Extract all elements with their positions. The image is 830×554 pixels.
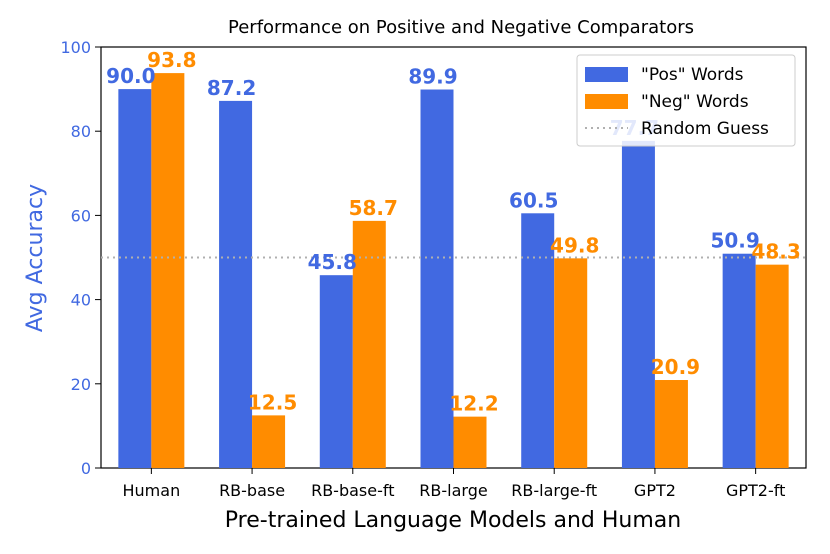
x-tick-label: RB-base-ft xyxy=(311,481,394,500)
x-tick-label: RB-base xyxy=(219,481,285,500)
y-tick-label: 60 xyxy=(71,206,91,225)
data-label: 93.8 xyxy=(147,48,196,72)
x-tick-label: RB-large-ft xyxy=(511,481,597,500)
bar-neg xyxy=(554,258,588,468)
legend-item-pos-swatch xyxy=(585,67,628,82)
y-tick-label: 80 xyxy=(71,122,91,141)
bar-neg xyxy=(252,415,286,468)
bar-pos xyxy=(219,100,253,468)
x-tick-label: GPT2 xyxy=(634,481,676,500)
legend-item-random-guess-label: Random Guess xyxy=(641,119,769,139)
bar-neg xyxy=(151,73,185,469)
legend-box xyxy=(576,54,796,147)
bar-pos xyxy=(118,89,152,468)
legend-item-neg-label: "Neg" Words xyxy=(641,92,749,112)
bar-neg xyxy=(654,380,688,468)
plot-area: 0 20 40 60 80 100 Human RB-base RB-base-ft RB-lar… xyxy=(60,38,807,500)
chart-title: Performance on Positive and Negative Com… xyxy=(228,17,694,38)
x-axis-label: Pre-trained Language Models and Human xyxy=(225,508,681,533)
data-label: 50.9 xyxy=(710,229,759,253)
bar-neg xyxy=(453,416,487,468)
y-tick-label: 0 xyxy=(81,459,91,478)
legend-item-neg-swatch xyxy=(585,94,628,109)
x-tick-label: RB-large xyxy=(419,481,487,500)
data-label: 90.0 xyxy=(106,64,155,88)
bar-pos xyxy=(319,275,353,468)
data-label: 87.2 xyxy=(207,76,256,100)
y-axis-label: Avg Accuracy xyxy=(23,184,48,332)
legend: "Pos" Words "Neg" Words Random Guess xyxy=(576,54,796,147)
y-tick-label: 40 xyxy=(71,291,91,310)
bar-pos xyxy=(621,140,655,468)
x-tick-label: GPT2-ft xyxy=(726,481,785,500)
y-tick-label: 100 xyxy=(60,38,91,57)
bar-pos xyxy=(420,89,454,469)
data-label: 12.5 xyxy=(248,390,297,414)
bar-pos xyxy=(722,253,756,468)
legend-item-pos-label: "Pos" Words xyxy=(641,65,744,85)
bar-neg xyxy=(352,220,386,468)
data-label: 49.8 xyxy=(550,233,599,257)
data-label: 48.3 xyxy=(751,240,800,264)
data-label: 12.2 xyxy=(449,392,498,416)
data-label: 60.5 xyxy=(509,188,558,212)
bar-neg xyxy=(755,264,789,468)
data-label: 45.8 xyxy=(308,250,357,274)
data-label: 58.7 xyxy=(349,196,398,220)
data-label: 89.9 xyxy=(408,65,457,89)
x-tick-label: Human xyxy=(123,481,181,500)
y-tick-label: 20 xyxy=(71,375,91,394)
bar-pos xyxy=(521,213,555,468)
data-label: 20.9 xyxy=(651,355,700,379)
